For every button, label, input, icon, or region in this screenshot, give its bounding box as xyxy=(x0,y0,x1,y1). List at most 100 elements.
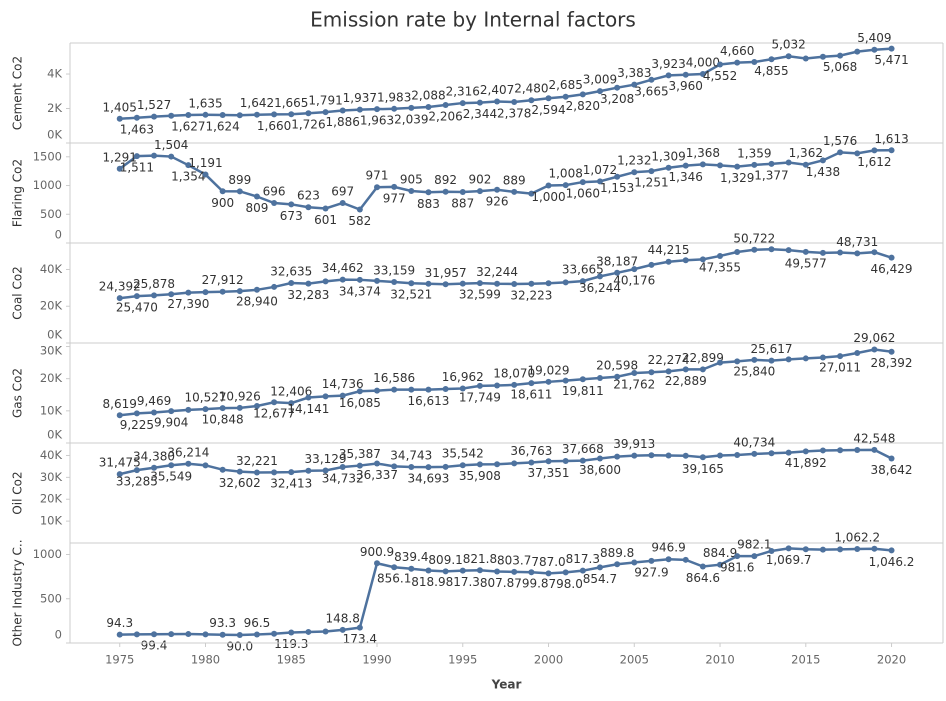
point xyxy=(391,279,398,286)
point xyxy=(871,446,878,453)
data-label: 14,736 xyxy=(322,377,364,391)
point xyxy=(717,61,724,68)
point xyxy=(734,249,741,256)
point xyxy=(631,559,638,566)
point xyxy=(802,248,809,255)
point xyxy=(511,568,518,575)
point xyxy=(168,112,175,119)
data-label: 3,383 xyxy=(617,66,651,80)
data-label: 1,377 xyxy=(754,168,788,182)
point xyxy=(356,462,363,469)
data-label: 817.3 xyxy=(566,552,600,566)
data-label: 34,462 xyxy=(322,261,364,275)
y-axis-label: Cement Co2 xyxy=(11,56,25,130)
data-label: 1,346 xyxy=(669,170,703,184)
data-label: 17,749 xyxy=(459,390,501,404)
data-label: 1,963 xyxy=(360,114,394,128)
point xyxy=(819,447,826,454)
data-label: 3,009 xyxy=(583,73,617,87)
data-label: 926 xyxy=(486,194,509,208)
data-label: 28,940 xyxy=(236,294,278,308)
point xyxy=(785,247,792,254)
point xyxy=(528,569,535,576)
point xyxy=(494,382,501,389)
data-label: 27,912 xyxy=(202,273,244,287)
point xyxy=(545,458,552,465)
data-label: 90.0 xyxy=(226,640,253,654)
point xyxy=(648,168,655,175)
point xyxy=(717,162,724,169)
point xyxy=(545,95,552,102)
data-label: 41,892 xyxy=(785,456,827,470)
data-label: 33,285 xyxy=(116,475,158,489)
data-label: 582 xyxy=(348,214,371,228)
point xyxy=(888,147,895,154)
point xyxy=(288,629,295,636)
data-label: 9,469 xyxy=(137,394,171,408)
data-label: 1,291 xyxy=(103,150,137,164)
data-label: 44,215 xyxy=(648,243,690,257)
point xyxy=(133,293,140,300)
point xyxy=(614,453,621,460)
data-label: 1,660 xyxy=(257,119,291,133)
point xyxy=(751,161,758,168)
data-label: 1,504 xyxy=(154,138,188,152)
point xyxy=(305,628,312,635)
point xyxy=(339,392,346,399)
data-label: 93.3 xyxy=(209,616,236,630)
data-label: 9,225 xyxy=(120,418,154,432)
data-label: 40,176 xyxy=(613,274,655,288)
point xyxy=(494,568,501,575)
point xyxy=(528,459,535,466)
point xyxy=(271,399,278,406)
data-label: 27,011 xyxy=(819,361,861,375)
point xyxy=(751,58,758,65)
data-label: 32,283 xyxy=(287,288,329,302)
point xyxy=(871,249,878,256)
point xyxy=(631,452,638,459)
point xyxy=(339,626,346,633)
point xyxy=(579,91,586,98)
data-label: 5,471 xyxy=(874,53,908,67)
point xyxy=(271,200,278,206)
data-label: 4,660 xyxy=(720,44,754,58)
point xyxy=(854,150,861,157)
data-label: 1,726 xyxy=(291,118,325,132)
point xyxy=(665,72,672,79)
y-axis-label: Other Industry C.. xyxy=(11,539,25,646)
series-line xyxy=(119,247,892,300)
data-label: 16,586 xyxy=(373,371,415,385)
point xyxy=(442,281,449,288)
data-label: 16,962 xyxy=(442,370,484,384)
point xyxy=(374,560,381,567)
data-label: 982.1 xyxy=(737,538,771,552)
point xyxy=(717,359,724,366)
point xyxy=(339,276,346,283)
data-label: 38,642 xyxy=(871,463,913,477)
point xyxy=(579,457,586,464)
series-line xyxy=(119,547,892,637)
point xyxy=(562,182,569,189)
y-tick-label: 40K xyxy=(40,262,63,276)
y-axis-label: Flaring Co2 xyxy=(11,159,25,227)
point xyxy=(854,48,861,55)
data-label: 22,899 xyxy=(682,351,724,365)
x-tick-label: 2005 xyxy=(620,653,649,667)
y-tick-label: 0 xyxy=(55,228,62,242)
data-label: 24,392 xyxy=(99,280,141,294)
point xyxy=(699,454,706,461)
point xyxy=(545,280,552,287)
data-label: 1,354 xyxy=(171,170,205,184)
point xyxy=(699,256,706,263)
point xyxy=(614,269,621,276)
point xyxy=(459,462,466,469)
point xyxy=(802,161,809,168)
data-label: 900.9 xyxy=(360,545,394,559)
point xyxy=(871,46,878,53)
point xyxy=(425,567,432,574)
data-label: 38,187 xyxy=(596,254,638,268)
point xyxy=(322,109,329,116)
data-label: 10,848 xyxy=(202,413,244,427)
data-label: 623 xyxy=(297,189,320,203)
